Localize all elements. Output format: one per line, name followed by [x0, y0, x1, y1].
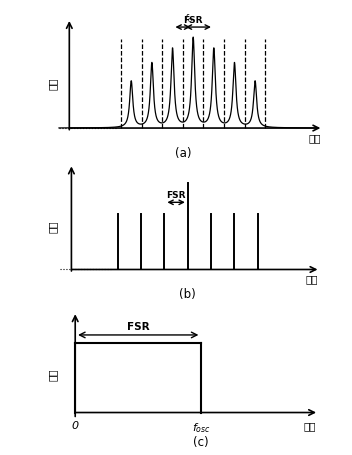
Text: $f_0$: $f_0$: [184, 13, 193, 25]
Text: 频率: 频率: [304, 421, 316, 431]
Text: (b): (b): [180, 288, 196, 301]
Text: 频率: 频率: [306, 275, 318, 285]
Text: (a): (a): [175, 147, 191, 160]
Text: (c): (c): [194, 436, 209, 449]
Text: 0: 0: [72, 421, 79, 431]
Text: 幅度: 幅度: [48, 77, 58, 90]
Text: FSR: FSR: [166, 191, 186, 200]
Text: 幅度: 幅度: [48, 220, 58, 233]
Text: FSR: FSR: [127, 323, 150, 333]
Text: $f_{osc}$: $f_{osc}$: [192, 421, 211, 435]
Text: 幅度: 幅度: [48, 369, 58, 381]
Text: FSR: FSR: [183, 16, 203, 25]
Text: 频率: 频率: [309, 133, 321, 143]
